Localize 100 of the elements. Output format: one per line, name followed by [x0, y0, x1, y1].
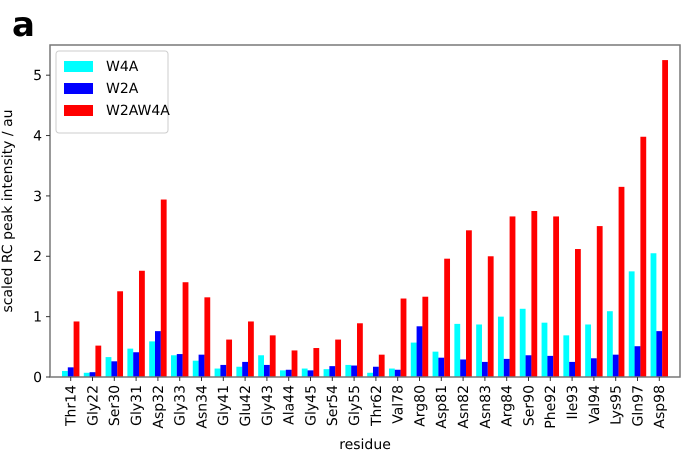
bar — [176, 354, 183, 377]
bar — [214, 368, 220, 377]
bar — [313, 348, 320, 377]
bar — [351, 366, 358, 377]
bar — [74, 321, 80, 377]
x-tick-label: Arg84 — [500, 384, 516, 427]
bar — [329, 366, 336, 377]
y-tick-label: 5 — [33, 68, 42, 84]
x-tick-label: Gly45 — [303, 385, 320, 426]
x-tick-label: Gly22 — [85, 385, 102, 426]
bar — [410, 342, 417, 377]
x-tick-label: Asn82 — [456, 385, 472, 429]
y-tick-label: 3 — [33, 188, 42, 205]
bar — [127, 348, 134, 377]
x-axis-title: residue — [339, 437, 391, 453]
x-tick-label: Ile93 — [564, 385, 581, 420]
x-tick-label: Asp32 — [150, 385, 167, 429]
bar — [324, 369, 330, 377]
x-tick-label: Glu42 — [238, 385, 254, 426]
y-tick-label: 1 — [33, 310, 42, 326]
bar — [662, 60, 668, 377]
bar — [242, 362, 248, 377]
bar — [111, 361, 118, 377]
bar — [628, 271, 635, 377]
bar — [444, 258, 450, 377]
bar — [547, 356, 554, 377]
bar — [335, 340, 342, 377]
x-tick-label: Ala44 — [282, 384, 298, 425]
x-tick-label: Lys95 — [608, 385, 625, 425]
x-tick-label: Ser90 — [521, 385, 538, 426]
bar — [634, 346, 640, 377]
bar — [400, 298, 406, 377]
bar — [149, 341, 155, 377]
x-tick-label: Gly43 — [260, 385, 276, 426]
bar — [476, 324, 482, 377]
x-tick-label: Asp81 — [434, 385, 450, 429]
bar — [650, 253, 656, 377]
bar — [482, 362, 488, 377]
bar — [590, 358, 597, 377]
bar — [204, 297, 210, 377]
bar — [170, 355, 177, 377]
legend-label: W2A — [106, 81, 139, 97]
bar — [226, 340, 232, 377]
legend-label: W2AW4A — [106, 103, 170, 119]
bar — [198, 354, 204, 377]
x-tick-label: Asn83 — [478, 385, 494, 429]
chart-title: a — [12, 5, 35, 45]
bar — [95, 346, 102, 377]
bar — [155, 331, 161, 377]
bar — [504, 358, 510, 377]
bar — [416, 326, 422, 377]
bar — [258, 355, 264, 377]
y-tick-label: 4 — [33, 128, 42, 144]
bar — [432, 352, 438, 377]
bar — [526, 355, 532, 377]
bar — [498, 316, 504, 377]
y-axis-title: scaled RC peak intensity / au — [0, 109, 16, 313]
x-tick-label: Asp98 — [652, 385, 668, 429]
bar — [460, 359, 466, 377]
x-tick-label: Phe92 — [543, 385, 560, 429]
bar — [248, 321, 254, 377]
bar — [466, 230, 472, 377]
bar — [520, 308, 526, 377]
bar — [596, 226, 603, 377]
bar — [357, 323, 363, 377]
bar — [454, 324, 460, 377]
bar — [90, 372, 96, 377]
x-tick-label: Val94 — [586, 384, 603, 424]
bar — [220, 364, 226, 377]
bar — [606, 311, 613, 377]
bar — [388, 368, 395, 377]
x-tick-label: Gln97 — [630, 385, 646, 426]
bar — [280, 370, 286, 377]
bar — [345, 364, 352, 377]
bar — [575, 249, 581, 377]
bar — [553, 216, 560, 377]
bar — [292, 350, 298, 377]
x-tick-label: Ser30 — [107, 385, 124, 426]
bar — [264, 364, 270, 377]
x-tick-label: Gly31 — [129, 385, 146, 426]
bar — [542, 322, 548, 377]
bar — [563, 335, 570, 377]
bar — [182, 282, 188, 377]
bar — [656, 331, 662, 377]
bar — [510, 216, 516, 377]
legend-label: W4A — [106, 59, 139, 75]
bar — [569, 362, 575, 377]
bar — [531, 211, 538, 377]
y-tick-label: 2 — [33, 249, 42, 266]
bar — [422, 296, 428, 377]
bar — [139, 270, 145, 377]
bar — [117, 291, 124, 377]
bar — [192, 360, 199, 377]
bar — [160, 200, 167, 377]
x-tick-label: Arg80 — [412, 385, 428, 427]
x-tick-label: Asn34 — [194, 384, 210, 429]
bar — [133, 352, 140, 377]
bar — [612, 354, 619, 377]
x-tick-label: Ser54 — [325, 384, 342, 426]
bar — [62, 370, 68, 377]
